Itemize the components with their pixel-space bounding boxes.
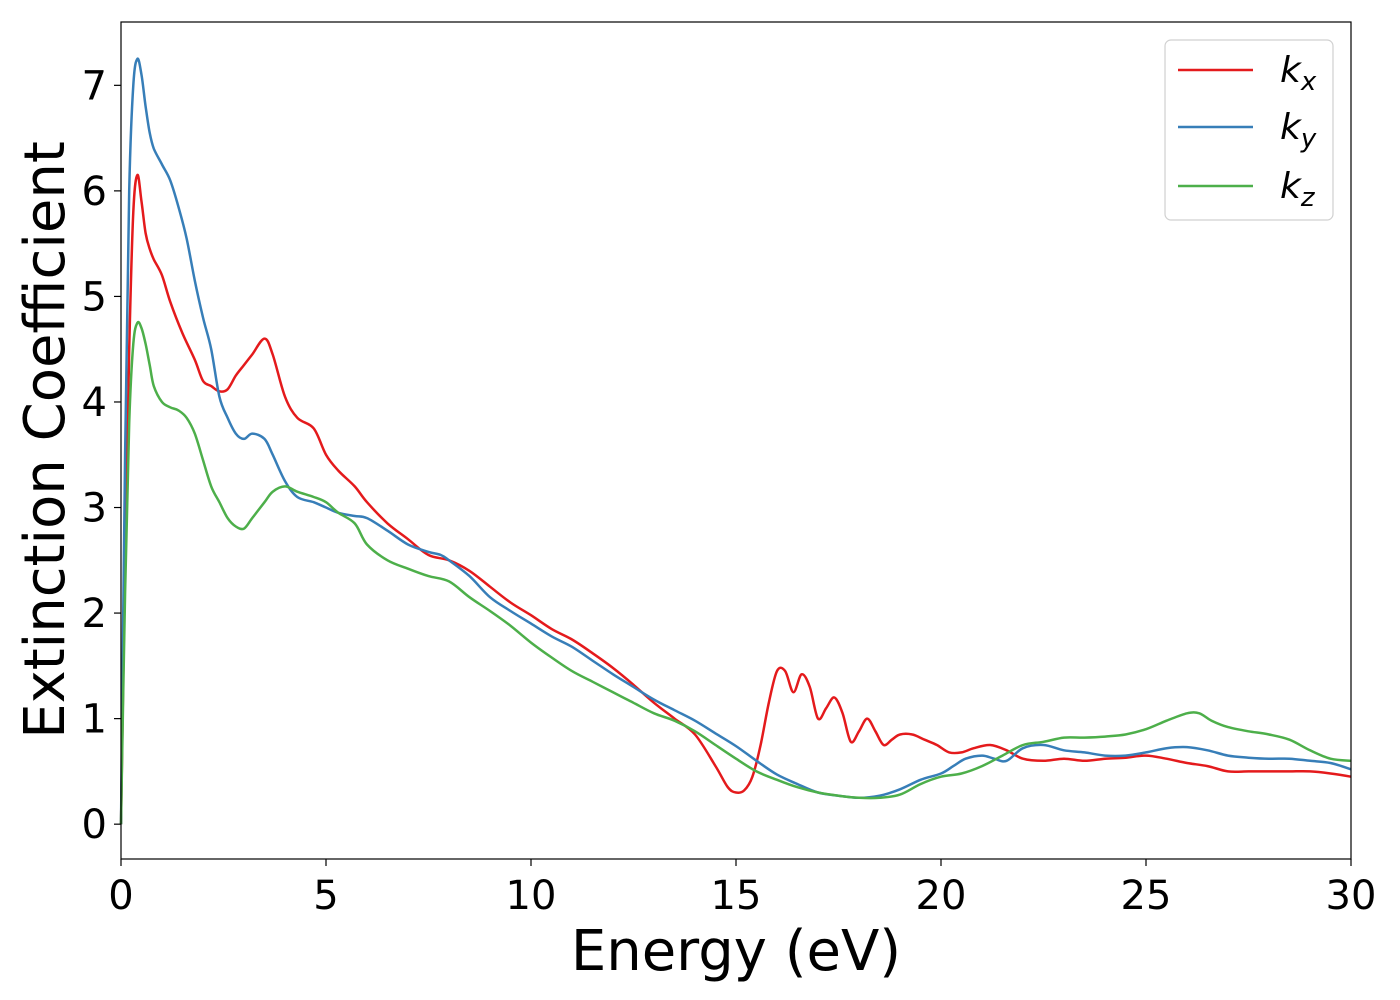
x-tick-label: 25 bbox=[1121, 873, 1172, 919]
y-tick-label: 0 bbox=[82, 802, 107, 848]
x-tick-label: 5 bbox=[313, 873, 338, 919]
x-tick-label: 15 bbox=[711, 873, 762, 919]
x-tick-label: 0 bbox=[108, 873, 133, 919]
y-tick-label: 2 bbox=[82, 591, 107, 637]
x-tick-label: 20 bbox=[916, 873, 967, 919]
legend-box bbox=[1164, 39, 1334, 221]
legend: kx ky kz bbox=[1164, 39, 1334, 221]
legend-label-kx: kx bbox=[1280, 50, 1317, 97]
legend-entry-ky: ky bbox=[1178, 107, 1317, 154]
legend-label-ky: ky bbox=[1280, 107, 1317, 154]
x-axis: 0 5 10 15 20 25 30 bbox=[108, 859, 1376, 919]
y-tick-label: 6 bbox=[82, 169, 107, 215]
y-axis: 0 1 2 3 4 5 6 7 bbox=[82, 63, 121, 848]
legend-label-kz: kz bbox=[1280, 166, 1316, 213]
x-tick-label: 30 bbox=[1326, 873, 1377, 919]
series-line-kz bbox=[119, 320, 1352, 825]
y-tick-label: 5 bbox=[82, 274, 107, 320]
y-tick-label: 4 bbox=[82, 380, 107, 426]
legend-entry-kz: kz bbox=[1178, 166, 1316, 213]
x-axis-title: Energy (eV) bbox=[571, 919, 901, 984]
y-axis-title: Extinction Coefficient bbox=[13, 141, 78, 739]
plot-background bbox=[121, 22, 1351, 859]
series-line-kx bbox=[119, 173, 1352, 825]
series-layer bbox=[119, 57, 1352, 825]
series-line-ky bbox=[119, 57, 1352, 825]
x-tick-label: 10 bbox=[506, 873, 557, 919]
y-tick-label: 7 bbox=[82, 63, 107, 109]
y-tick-label: 1 bbox=[82, 697, 107, 743]
y-tick-label: 3 bbox=[82, 486, 107, 532]
legend-entry-kx: kx bbox=[1178, 50, 1317, 97]
